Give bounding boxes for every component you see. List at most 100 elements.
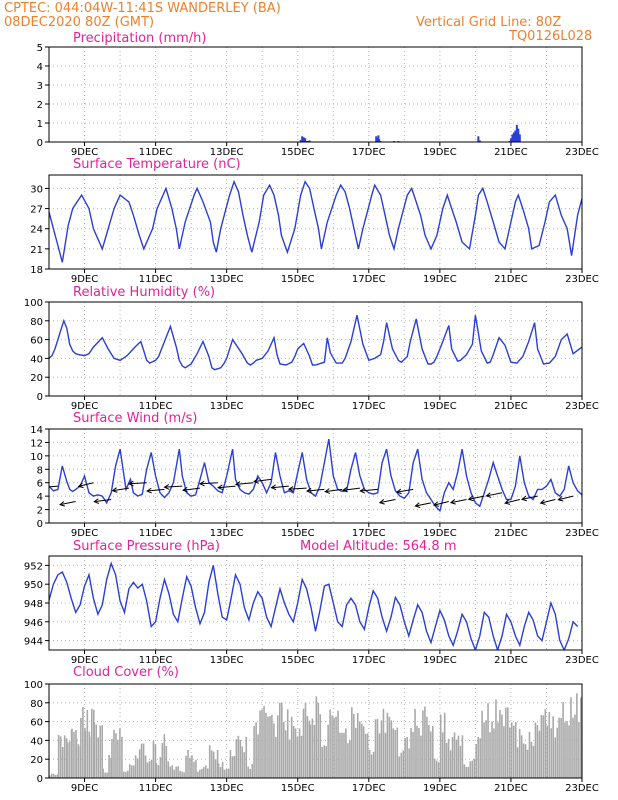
wind-arrow-head: [557, 496, 564, 502]
cloud-bar: [461, 735, 464, 778]
cloud-bar: [309, 724, 312, 778]
cloud-bar: [259, 710, 261, 778]
wind-arrow: [342, 487, 360, 491]
cloud-bar: [520, 735, 523, 778]
wind-arrow: [468, 495, 485, 500]
cloud-bar: [138, 749, 141, 778]
wind-arrow: [450, 499, 467, 504]
y-tick-label: 20: [30, 373, 43, 384]
cloud-bar: [294, 728, 297, 778]
cloud-bar: [227, 768, 230, 778]
cloud-bar: [331, 715, 333, 778]
cloud-bar: [396, 727, 399, 778]
cloud-bar: [201, 768, 203, 778]
cloud-bar: [110, 757, 112, 778]
series-2: [49, 179, 582, 263]
y-tick-label: 6: [37, 479, 43, 490]
x-tick-label: 21DEC: [494, 147, 528, 158]
x-tick-label: 21DEC: [494, 655, 528, 666]
cloud-bar: [489, 732, 491, 778]
y-tick-label: 60: [30, 336, 43, 347]
cloud-bar: [580, 697, 582, 778]
y-tick-label: 60: [30, 718, 43, 729]
precip-bar: [517, 128, 520, 142]
x-tick-label: 9DEC: [71, 401, 98, 412]
precip-bar: [511, 134, 514, 142]
wind-arrow-head: [127, 480, 134, 487]
wind-arrow-head: [378, 499, 385, 505]
cloud-bar: [313, 724, 316, 778]
cloud-bar: [355, 728, 357, 778]
cloud-bar: [370, 754, 373, 778]
wind-arrow: [325, 488, 343, 493]
cloud-bar: [497, 722, 499, 778]
cloud-bar: [329, 709, 331, 778]
cloud-bar: [343, 732, 345, 778]
cloud-bar: [130, 765, 133, 778]
x-tick-label: 17DEC: [352, 401, 386, 412]
wind-arrow-head: [93, 498, 100, 504]
series-line: [49, 561, 579, 650]
precip-bar: [375, 136, 378, 142]
cloud-bar: [390, 720, 393, 778]
cloud-bar: [477, 736, 479, 778]
cloud-bar: [134, 755, 137, 778]
cloud-bar: [568, 725, 570, 778]
cloud-bar: [177, 766, 179, 778]
series-1: [299, 124, 521, 142]
cloud-bar: [253, 726, 255, 778]
x-tick-label: 9DEC: [71, 147, 98, 158]
cloud-bar: [566, 721, 568, 778]
cloud-bar: [282, 721, 285, 778]
cloud-bar: [288, 739, 291, 778]
cloud-bar: [251, 764, 253, 778]
x-tick-label: 21DEC: [494, 274, 528, 285]
cloud-bar: [271, 714, 273, 778]
cloud-bar: [402, 750, 405, 778]
cloud-bar: [366, 733, 369, 778]
cloud-bar: [380, 720, 383, 778]
x-tick-label: 11DEC: [139, 528, 173, 539]
cloud-bar: [161, 743, 164, 778]
x-tick-label: 17DEC: [352, 274, 386, 285]
cloud-bar: [503, 726, 505, 778]
panel-frame: [48, 46, 583, 143]
cloud-bar: [191, 755, 193, 778]
cloud-bar: [202, 767, 205, 778]
cloud-bar: [445, 742, 448, 778]
cloud-bar: [372, 751, 375, 778]
y-tick-label: 40: [30, 736, 43, 747]
cloud-bar: [49, 775, 51, 778]
cloud-bar: [550, 728, 553, 778]
cloud-bar: [430, 731, 432, 778]
cloud-bar: [347, 743, 349, 778]
cloud-bar: [578, 722, 580, 778]
cloud-bar: [509, 727, 511, 778]
wind-arrow-head: [449, 499, 456, 505]
precip-bar: [299, 140, 302, 142]
cloud-bar: [364, 733, 367, 778]
cloud-bar: [308, 720, 311, 778]
cloud-bar: [428, 725, 430, 778]
cloud-bar: [102, 768, 104, 778]
cloud-bar: [179, 770, 181, 778]
cloud-bar: [249, 768, 251, 778]
x-tick-label: 15DEC: [281, 147, 315, 158]
cloud-bar: [121, 736, 123, 778]
panel-frame: [48, 428, 583, 524]
y-tick-label: 0: [37, 138, 43, 149]
y-tick-label: 5: [37, 43, 43, 54]
cloud-bar: [400, 752, 403, 778]
cloud-bar: [540, 714, 543, 778]
cloud-bar: [237, 735, 240, 778]
cloud-bar: [119, 728, 121, 778]
cloud-bar: [243, 752, 246, 778]
cloud-bar: [146, 762, 149, 778]
cloud-bar: [441, 732, 444, 778]
y-tick-label: 8: [37, 465, 43, 476]
wind-arrow-head: [182, 486, 188, 493]
x-tick-label: 13DEC: [210, 274, 244, 285]
series-line: [49, 179, 582, 263]
precip-bar: [477, 136, 480, 142]
